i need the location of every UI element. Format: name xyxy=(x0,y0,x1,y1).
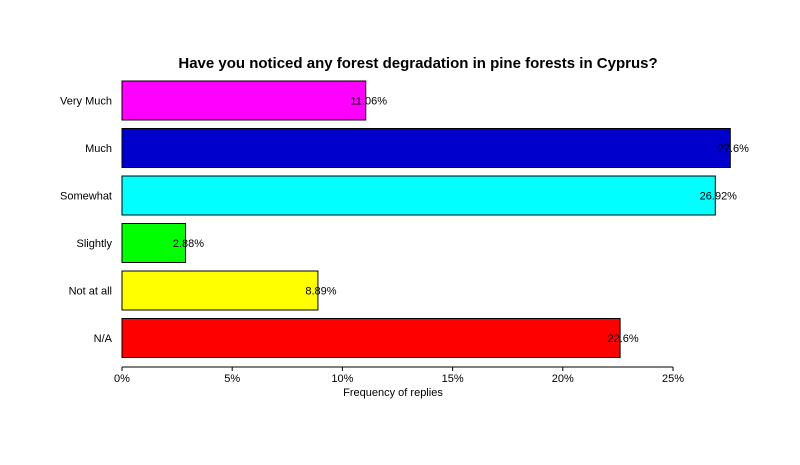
bar-somewhat xyxy=(121,175,716,216)
bar-n-a xyxy=(121,318,621,358)
data-labels: 11.06% 27.6% 26.92% 2.88% 8.89% 22.6% xyxy=(173,96,749,346)
category-label: Slightly xyxy=(77,238,113,250)
category-label: Much xyxy=(85,143,112,155)
bar-very-much xyxy=(121,80,367,121)
x-tick-label: 25% xyxy=(662,373,684,385)
x-tick-label: 0% xyxy=(114,373,130,385)
data-label: 2.88% xyxy=(173,238,204,250)
bar-not-at-all xyxy=(121,270,319,311)
data-label: 27.6% xyxy=(718,143,749,155)
data-label: 26.92% xyxy=(700,191,738,203)
chart-title: Have you noticed any forest degradation … xyxy=(178,55,657,72)
x-tick-label: 20% xyxy=(552,373,574,385)
category-label: N/A xyxy=(94,333,113,345)
x-tick-label: 10% xyxy=(331,373,353,385)
category-label: Not at all xyxy=(69,286,112,298)
bar-much xyxy=(121,128,731,168)
data-label: 8.89% xyxy=(305,286,336,298)
data-label: 11.06% xyxy=(351,96,388,108)
x-axis-ticks: 0% 5% 10% 15% 20% 25% xyxy=(114,367,684,385)
category-labels: Very Much Much Somewhat Slightly Not at all N… xyxy=(60,96,113,346)
x-tick-label: 5% xyxy=(224,373,240,385)
bar-slightly xyxy=(121,223,186,263)
bars-layer xyxy=(121,80,731,358)
category-label: Somewhat xyxy=(60,191,112,203)
data-label: 22.6% xyxy=(608,333,639,345)
category-label: Very Much xyxy=(60,96,112,108)
x-tick-label: 15% xyxy=(442,373,464,385)
x-axis-label: Frequency of replies xyxy=(343,387,443,399)
